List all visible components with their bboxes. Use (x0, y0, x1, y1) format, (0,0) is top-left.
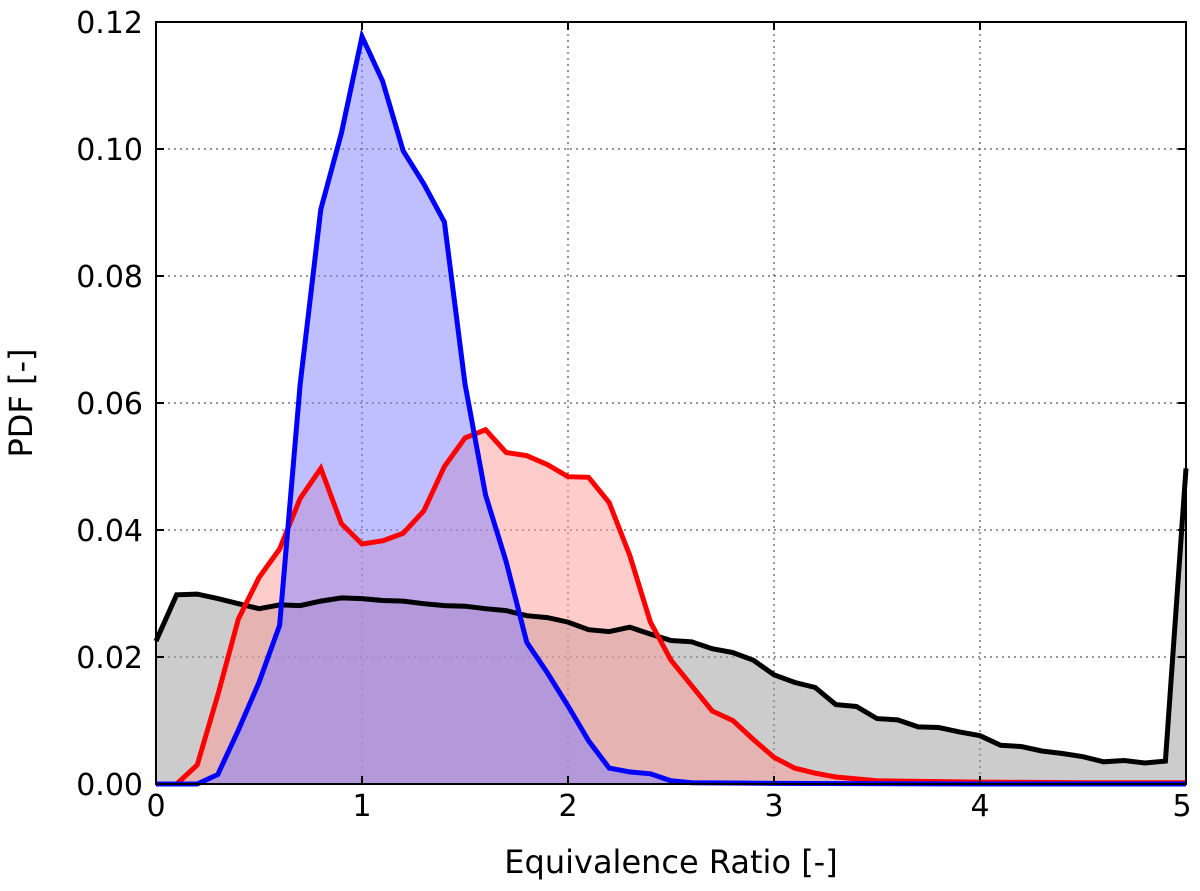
series-line-0 (153, 468, 1189, 766)
series-areas (156, 36, 1186, 785)
series-line-2 (156, 28, 1186, 787)
y-tick-label-3: 0.06 (76, 387, 143, 422)
series-area-2 (156, 36, 1186, 785)
y-tick-label-1: 0.02 (76, 641, 143, 676)
x-tick-label-0: 0 (146, 789, 165, 824)
x-tick-label-3: 3 (764, 789, 783, 824)
x-tick-label-1: 1 (352, 789, 371, 824)
series-lines (153, 28, 1189, 787)
x-tick-labels: 0 1 2 3 4 5 (146, 789, 1191, 824)
x-tick-label-4: 4 (970, 789, 989, 824)
y-tick-label-6: 0.12 (76, 6, 143, 41)
y-tick-label-2: 0.04 (76, 514, 143, 549)
y-tick-label-5: 0.10 (76, 133, 143, 168)
ticks (155, 21, 1187, 785)
y-axis-label: PDF [-] (2, 348, 40, 457)
y-tick-label-4: 0.08 (76, 260, 143, 295)
x-tick-label-2: 2 (558, 789, 577, 824)
y-tick-labels: 0.00 0.02 0.04 0.06 0.08 0.10 0.12 (76, 6, 143, 803)
x-axis-label: Equivalence Ratio [-] (504, 843, 837, 881)
x-tick-label-5: 5 (1172, 789, 1191, 824)
y-tick-label-0: 0.00 (76, 768, 143, 803)
